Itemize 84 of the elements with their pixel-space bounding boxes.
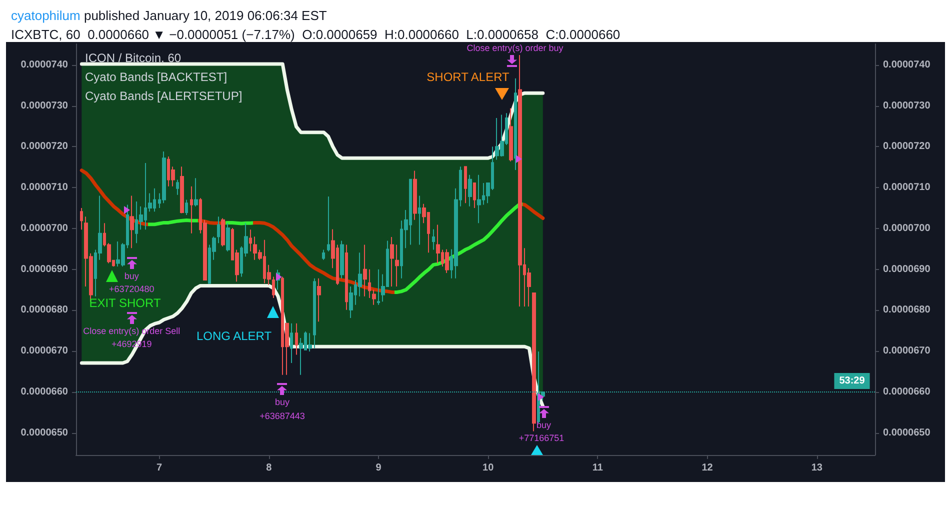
annotation: LONG ALERT	[196, 329, 272, 343]
annotation: ICON / Bitcoin, 60	[85, 51, 182, 65]
annotation: buy	[124, 271, 140, 281]
candlestick	[317, 278, 321, 322]
candlestick	[345, 244, 348, 310]
candlestick	[272, 276, 275, 298]
x-tick-label: 13	[811, 462, 823, 474]
x-tick-label: 8	[266, 462, 272, 474]
candlestick	[368, 268, 371, 298]
y-tick-label: 0.0000710	[20, 182, 68, 194]
y2-tick-label: 0.0000660	[883, 386, 931, 398]
candlestick	[194, 178, 198, 207]
x-tick-label: 9	[376, 462, 382, 474]
x-tick-label: 7	[156, 462, 163, 474]
y-tick-label: 0.0000700	[20, 222, 68, 234]
candlestick	[377, 268, 380, 306]
y-tick-label: 0.0000740	[20, 59, 68, 70]
annotation: +63720480	[108, 284, 154, 294]
candlestick	[217, 216, 220, 244]
y-tick-label: 0.0000690	[20, 264, 68, 275]
chart-subtitle: ICXBTC, 60 0.0000660 ▼ −0.0000051 (−7.17%) O:0.0000659 H:0.0000660 L:0.0000658 C:0.0000660	[11, 27, 620, 42]
candlestick	[130, 195, 134, 249]
candlestick	[295, 322, 298, 356]
annotation: Close entry(s) order buy	[466, 43, 564, 53]
candlestick	[327, 196, 330, 252]
candlestick	[176, 179, 179, 196]
candlestick	[436, 224, 440, 264]
annotation: Cyato Bands [BACKTEST]	[85, 70, 228, 84]
y-tick-label: 0.0000660	[20, 386, 68, 398]
candlestick	[390, 236, 394, 288]
candlestick	[464, 166, 467, 204]
chart-title: cyatophilum published January 10, 2019 06:06:34 EST	[11, 8, 327, 23]
line-series	[80, 62, 545, 160]
y-tick-label: 0.0000730	[20, 100, 68, 112]
candlestick	[509, 108, 513, 162]
annotation: EXIT SHORT	[89, 296, 162, 310]
annotation: 53:29	[839, 376, 866, 386]
candlestick	[221, 218, 225, 247]
candlestick	[226, 222, 230, 252]
candlestick	[249, 229, 252, 252]
annotation: buy	[275, 397, 290, 407]
candlestick	[162, 151, 166, 204]
annotation: +63687443	[260, 411, 305, 421]
y2-tick-label: 0.0000650	[883, 427, 931, 438]
candlestick	[190, 186, 193, 234]
candlestick	[532, 292, 536, 432]
x-tick-label: 10	[482, 462, 494, 474]
annotation: +77166751	[518, 433, 564, 443]
candlestick	[514, 78, 517, 170]
y2-tick-label: 0.0000680	[883, 304, 931, 316]
candlestick	[322, 249, 325, 260]
candlestick	[445, 248, 449, 274]
y2-tick-label: 0.0000690	[883, 264, 931, 275]
candlestick	[340, 240, 344, 279]
x-tick-label: 12	[702, 462, 714, 474]
candlestick	[372, 289, 376, 306]
candlestick	[313, 278, 316, 349]
y-tick-label: 0.0000680	[20, 304, 68, 316]
candlestick	[468, 174, 472, 207]
annotation: Cyato Bands [ALERTSETUP]	[85, 89, 242, 103]
y-tick-label: 0.0000670	[20, 346, 68, 357]
candlestick	[308, 332, 312, 352]
candlestick	[432, 228, 435, 250]
candlestick	[413, 170, 417, 220]
candlestick	[473, 182, 476, 208]
candlestick	[290, 322, 293, 364]
y2-tick-label: 0.0000720	[883, 141, 931, 152]
annotation: SHORT ALERT	[426, 70, 510, 84]
y2-tick-label: 0.0000670	[883, 346, 931, 357]
y-tick-label: 0.0000720	[20, 141, 68, 152]
candlestick	[185, 199, 188, 216]
candlestick	[180, 166, 184, 214]
y2-tick-label: 0.0000700	[883, 222, 931, 234]
y-tick-label: 0.0000650	[20, 427, 68, 438]
candlestick	[80, 207, 83, 230]
candlestick	[477, 174, 481, 224]
annotation: buy	[536, 420, 552, 430]
candlestick	[418, 195, 421, 246]
candlestick	[363, 244, 367, 297]
y2-tick-label: 0.0000740	[883, 59, 931, 70]
x-tick-label: 11	[592, 462, 604, 474]
y2-tick-label: 0.0000730	[883, 100, 931, 112]
candlestick	[395, 244, 399, 288]
y2-tick-label: 0.0000710	[883, 182, 931, 194]
